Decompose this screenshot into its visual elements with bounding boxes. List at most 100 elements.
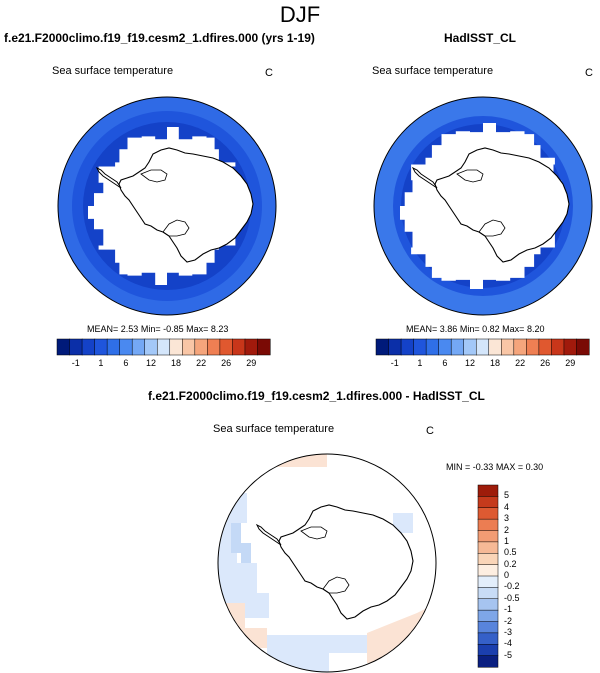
colorbar-swatch-6 [450,338,465,356]
ross-ice-shelf [322,576,350,594]
colorbar-swatch-6 [131,338,146,356]
colorbar-swatch-0 [477,484,499,497]
colorbar-tick-7: 29 [565,358,576,368]
panel2-unit: C [585,67,593,79]
panel3-stats: MIN = -0.33 MAX = 0.30 [446,462,543,472]
panel3-max-value: 0.30 [525,462,544,472]
colorbar-swatch-13 [219,338,233,356]
colorbar-tick-7: 0 [504,570,510,580]
colorbar-swatch-5 [119,338,133,356]
colorbar-tick-6: 26 [540,358,551,368]
panel1-map [57,96,277,316]
colorbar-swatch-1 [69,338,83,356]
colorbar-swatch-3 [413,338,427,356]
panel1-mean-value: 2.53 [120,324,139,334]
sst-patch-1 [231,523,241,553]
ross-ice-shelf [162,219,190,237]
panel1-stats: MEAN= 2.53 Min= -0.85 Max= 8.23 [87,324,228,334]
panel2-stats: MEAN= 3.86 Min= 0.82 Max= 8.20 [406,324,544,334]
colorbar-swatch-3 [94,338,108,356]
panel2-mean-label: MEAN= [406,324,438,334]
weddell-ice-shelf [300,526,328,540]
colorbar-tick-3: 12 [464,358,475,368]
sst-patch-5 [267,635,367,672]
colorbar-tick-2: 6 [123,358,129,368]
colorbar-tick-3: 12 [145,358,156,368]
panel2-mean-value: 3.86 [439,324,458,334]
colorbar-swatch-2 [477,507,499,520]
colorbar-tick-5: 22 [196,358,207,368]
panel1-max-value: 8.23 [210,324,229,334]
colorbar-tick-3: 2 [504,524,510,535]
colorbar-swatch-13 [477,632,499,645]
colorbar-swatch-5 [438,338,452,356]
colorbar-tick-11: -2 [504,615,513,626]
colorbar-swatch-8 [475,338,490,356]
panel1-min-label: Min= [140,324,161,334]
colorbar-tick-9: -0.5 [504,592,520,603]
weddell-ice-shelf [456,169,484,183]
colorbar-swatch-0 [56,338,71,356]
colorbar-tick-6: 26 [221,358,232,368]
antarctic-peninsula [255,523,282,546]
colorbar-swatch-1 [388,338,402,356]
colorbar-swatch-11 [194,338,208,356]
colorbar-swatch-3 [477,518,499,532]
colorbar-tick-12: -3 [504,626,513,637]
colorbar-swatch-2 [400,338,415,356]
colorbar-swatch-12 [477,621,499,634]
colorbar-swatch-15 [477,655,499,668]
colorbar-swatch-8 [156,338,171,356]
panel1-min-value: -0.85 [163,324,184,334]
colorbar-tick-4: 18 [171,358,182,368]
colorbar-swatch-11 [513,338,527,356]
sst-patch-7 [393,513,413,533]
panel3-title: f.e21.F2000climo.f19_f19.cesm2_1.dfires.… [148,389,485,403]
colorbar-swatch-11 [477,609,499,623]
panel2-colorbar-ticks: -1 1 6 12 18 22 26 29 [376,358,589,370]
colorbar-tick-6: 0.2 [504,558,517,569]
panel3-map [217,453,437,673]
colorbar-swatch-9 [169,338,183,356]
colorbar-swatch-4 [106,338,121,356]
panel1-title: f.e21.F2000climo.f19_f19.cesm2_1.dfires.… [4,31,315,45]
colorbar-swatch-7 [477,564,499,577]
colorbar-tick-8: -0.2 [504,581,520,592]
colorbar-tick-4: 18 [490,358,501,368]
colorbar-swatch-7 [463,338,477,356]
colorbar-swatch-16 [576,338,590,356]
panel1-unit: C [265,67,273,79]
colorbar-swatch-8 [477,575,499,588]
colorbar-swatch-4 [477,530,499,543]
colorbar-tick-5: 22 [515,358,526,368]
colorbar-swatch-13 [538,338,552,356]
antarctic-peninsula [411,166,438,189]
panel3-min-value: -0.33 [472,462,494,472]
colorbar-tick-13: -4 [504,638,513,649]
colorbar-tick-14: -5 [504,649,513,660]
colorbar-swatch-0 [375,338,390,356]
ross-ice-shelf [478,219,506,237]
panel1-colorbar [56,338,271,356]
colorbar-tick-7: 29 [246,358,257,368]
colorbar-tick-0: -1 [71,358,80,368]
colorbar-swatch-1 [477,496,499,509]
colorbar-swatch-9 [488,338,502,356]
panel3-min-label: MIN = [446,462,471,472]
colorbar-swatch-16 [257,338,271,356]
colorbar-swatch-10 [501,338,515,356]
panel1-subtitle: Sea surface temperature [52,65,174,77]
colorbar-tick-5: 0.5 [504,547,517,558]
panel3-colorbar [477,484,499,668]
colorbar-swatch-14 [232,338,246,356]
colorbar-swatch-12 [526,338,540,356]
colorbar-tick-0: -1 [390,358,399,368]
panel2-min-value: 0.82 [482,324,500,334]
colorbar-swatch-5 [477,541,499,554]
colorbar-swatch-10 [182,338,196,356]
antarctic-peninsula [95,166,122,189]
map-border [373,96,593,316]
map-border [217,453,437,673]
panel2-map [373,96,593,316]
panel1-mean-label: MEAN= [87,324,119,334]
